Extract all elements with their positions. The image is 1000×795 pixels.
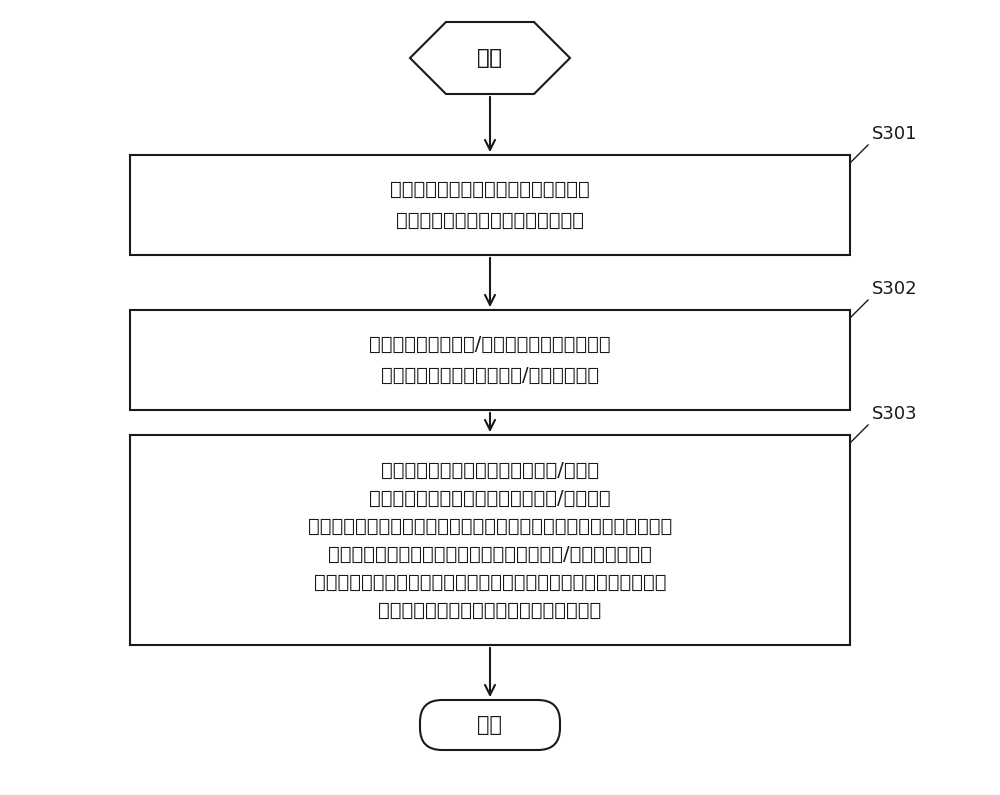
Text: 结束: 结束: [478, 715, 503, 735]
Text: 获取用户手持操作电子终端时电子终端
纵中轴线两侧的热量信息或压力信息: 获取用户手持操作电子终端时电子终端 纵中轴线两侧的热量信息或压力信息: [390, 180, 590, 230]
Text: S303: S303: [872, 405, 918, 423]
Polygon shape: [410, 22, 570, 94]
FancyBboxPatch shape: [130, 310, 850, 410]
Text: 当电子终端纵中轴线右侧的热量和/或压力
大于电子终端纵中轴线左侧的热量和/或压力，
则分析判断出用户使用右手操作电子终端，启用预设的基于右手的人机
界面模式；当: 当电子终端纵中轴线右侧的热量和/或压力 大于电子终端纵中轴线左侧的热量和/或压力…: [308, 460, 672, 619]
FancyBboxPatch shape: [130, 155, 850, 255]
Text: 开始: 开始: [478, 48, 503, 68]
Text: S302: S302: [872, 280, 918, 298]
Text: 开始: 开始: [478, 48, 503, 68]
Text: 根据所述热量信息和/或压力信息分析比较电子
终端纵中轴线两侧的热量和/或压力的大小: 根据所述热量信息和/或压力信息分析比较电子 终端纵中轴线两侧的热量和/或压力的大…: [369, 335, 611, 385]
Text: S301: S301: [872, 125, 918, 143]
FancyBboxPatch shape: [420, 700, 560, 750]
FancyBboxPatch shape: [130, 435, 850, 645]
